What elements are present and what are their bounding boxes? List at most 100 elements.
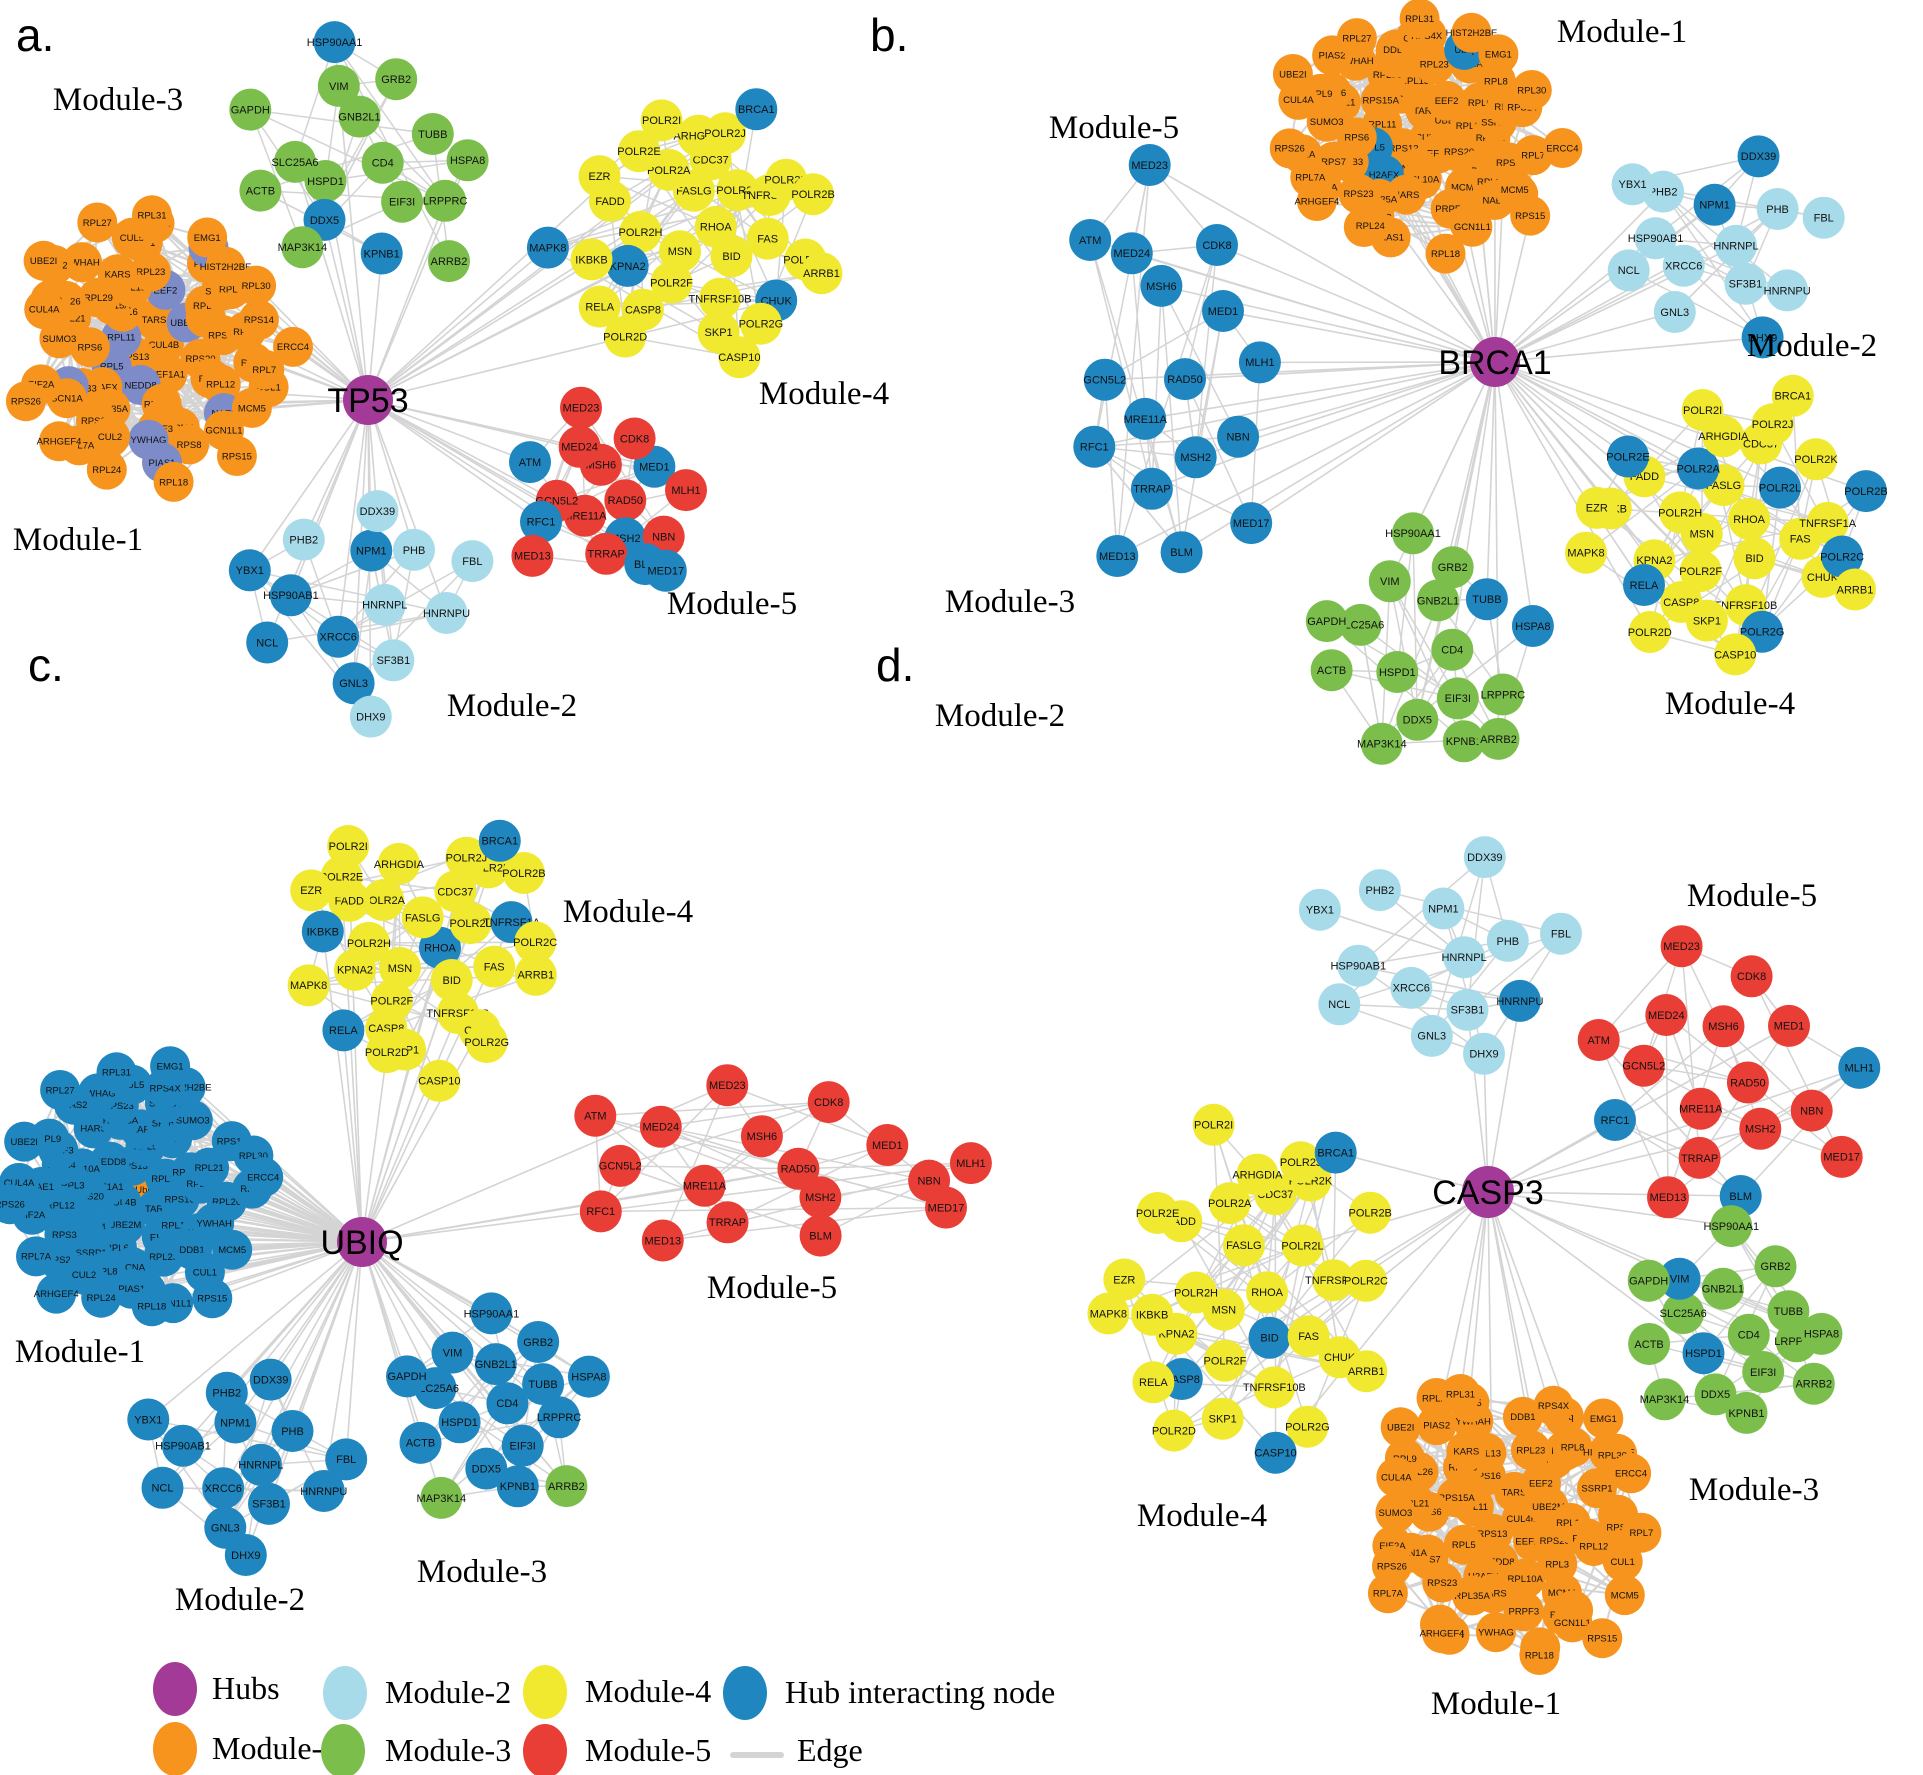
node-label-TNFRSF10B: TNFRSF10B: [689, 294, 752, 306]
node-label-RPS6: RPS6: [1344, 133, 1369, 144]
node-POLR2H: [1175, 1271, 1217, 1314]
node-label-HSP90AA1: HSP90AA1: [1703, 1221, 1759, 1233]
node-label-ATM: ATM: [519, 457, 541, 469]
node-FASLG: [1222, 1224, 1265, 1267]
node-label-XRCC6: XRCC6: [1393, 983, 1430, 995]
node-RPL10A: [1505, 1558, 1546, 1599]
node-KPNB1: [1725, 1391, 1768, 1434]
node-MRE11A: [683, 1164, 726, 1207]
node-label-POLR2J: POLR2J: [446, 853, 488, 865]
node-label-FBL: FBL: [336, 1454, 356, 1466]
node-label-GNB2L1: GNB2L1: [1702, 1284, 1744, 1296]
node-label-RPL14: RPL14: [1556, 1518, 1585, 1529]
node-MSH6: [740, 1115, 783, 1158]
node-label-RELA: RELA: [1630, 580, 1659, 592]
node-label-MED24: MED24: [561, 442, 598, 454]
node-KPNA2: [334, 948, 376, 991]
node-label-RPS26: RPS26: [1275, 144, 1305, 155]
node-label-MED24: MED24: [1113, 248, 1150, 260]
node-RFC1: [1073, 425, 1116, 468]
node-label-TNFRSF10B: TNFRSF10B: [1243, 1382, 1306, 1394]
node-label-SKP1: SKP1: [1209, 1414, 1237, 1426]
node-POLR2H: [1659, 491, 1702, 534]
node-label-MED23: MED23: [563, 403, 600, 415]
node-label-MAPK8: MAPK8: [1567, 548, 1604, 560]
node-MSH2: [799, 1176, 842, 1219]
node-label-RHOA: RHOA: [1251, 1287, 1283, 1299]
node-POLR2D: [604, 315, 647, 358]
node-RPL27: [40, 1070, 81, 1110]
node-label-BRCA1: BRCA1: [481, 836, 518, 848]
node-RAD50: [1726, 1061, 1769, 1104]
hub-label-CASP3: CASP3: [1432, 1174, 1544, 1212]
node-label-TUBB: TUBB: [528, 1379, 557, 1391]
node-label-CUL4A: CUL4A: [1283, 95, 1314, 106]
node-label-SLC25A6: SLC25A6: [271, 157, 318, 169]
node-MAP3K14: [1360, 722, 1403, 765]
node-label-BRCA1: BRCA1: [1774, 391, 1811, 403]
node-label-TRRAP: TRRAP: [1681, 1153, 1718, 1165]
node-NCL: [1607, 249, 1650, 292]
node-label-MED13: MED13: [1650, 1192, 1687, 1204]
node-HNRNPU: [425, 592, 468, 634]
node-label-RPS26: RPS26: [0, 1200, 25, 1211]
node-ATM: [1577, 1019, 1620, 1061]
node-MED24: [1645, 994, 1688, 1036]
node-GRB2: [375, 58, 418, 101]
node-label-SCN1A: SCN1A: [1395, 1548, 1427, 1559]
node-label-TRRAP: TRRAP: [1133, 484, 1170, 496]
node-label-YWHAH: YWHAH: [197, 1218, 233, 1229]
node-label-DDX39: DDX39: [253, 1374, 288, 1386]
node-POLR2D: [1152, 1409, 1195, 1452]
node-RPL35A: [1452, 1575, 1493, 1616]
node-label-RPL18: RPL18: [1431, 249, 1460, 260]
node-label-POLR2C: POLR2C: [1344, 1276, 1388, 1288]
panel-c-nodes: RHOAMSNFASLGBIDPOLR2HPOLR2LPOLR2FPOLR2AF…: [0, 819, 992, 1576]
node-label-NPM1: NPM1: [356, 545, 387, 557]
node-TRRAP: [706, 1201, 749, 1244]
node-label-UBE2I: UBE2I: [30, 256, 57, 267]
node-POLR2G: [465, 1021, 508, 1063]
node-label-RPL23: RPL23: [1516, 1445, 1545, 1456]
node-label-SF3B1: SF3B1: [1729, 279, 1763, 291]
legend-edge-label: Edge: [797, 1732, 863, 1768]
node-label-DDX39: DDX39: [360, 506, 395, 518]
node-label-DHX9: DHX9: [231, 1550, 260, 1562]
node-label-SSRP1: SSRP1: [76, 1248, 107, 1259]
node-label-MAP3K14: MAP3K14: [417, 1493, 467, 1505]
node-label-RPL3: RPL3: [1545, 1560, 1569, 1571]
node-RPL23: [1510, 1430, 1551, 1471]
node-label-GNL3: GNL3: [1417, 1031, 1446, 1043]
node-POLR2C: [1821, 535, 1864, 578]
node-label-RPL11: RPL11: [151, 1174, 179, 1185]
hub-node-UBIQ: [337, 1217, 387, 1267]
node-ARRB2: [545, 1465, 588, 1508]
node-label-CDK8: CDK8: [1202, 240, 1231, 252]
node-label-HSP90AB1: HSP90AB1: [1628, 233, 1684, 245]
node-POLR2E: [1607, 435, 1649, 478]
node-EMG1: [1478, 34, 1519, 75]
node-label-RPL8: RPL8: [94, 1267, 118, 1278]
node-HIST2H2BE: [205, 246, 246, 287]
node-label-RPL12: RPL12: [206, 380, 235, 391]
node-ARRB2: [1792, 1362, 1835, 1405]
legend-module4-swatch: [523, 1665, 567, 1719]
node-label-KPNB1: KPNB1: [364, 248, 400, 260]
node-TNFRSF1A: [1806, 501, 1849, 544]
node-FBL: [325, 1438, 368, 1481]
node-label-KPNA2: KPNA2: [610, 261, 646, 273]
node-label-RPL7A: RPL7A: [1295, 173, 1326, 184]
node-TNFRSF1A: [1312, 1259, 1355, 1302]
node-DHX9: [1463, 1032, 1505, 1075]
node-label-CUL4A: CUL4A: [29, 305, 60, 316]
node-label-CHUK: CHUK: [1807, 572, 1839, 584]
node-EMG1: [187, 217, 228, 258]
node-label-SCN1A: SCN1A: [51, 394, 83, 405]
node-label-MCM4: MCM4: [1548, 1588, 1576, 1599]
node-label-RPL27: RPL27: [1422, 1393, 1451, 1404]
node-label-RPL7A: RPL7A: [1373, 1589, 1404, 1600]
node-label-RPS14: RPS14: [1507, 103, 1537, 114]
node-label-RHOA: RHOA: [700, 222, 732, 234]
node-EIF3I: [381, 180, 424, 223]
node-FASLG: [401, 896, 444, 939]
